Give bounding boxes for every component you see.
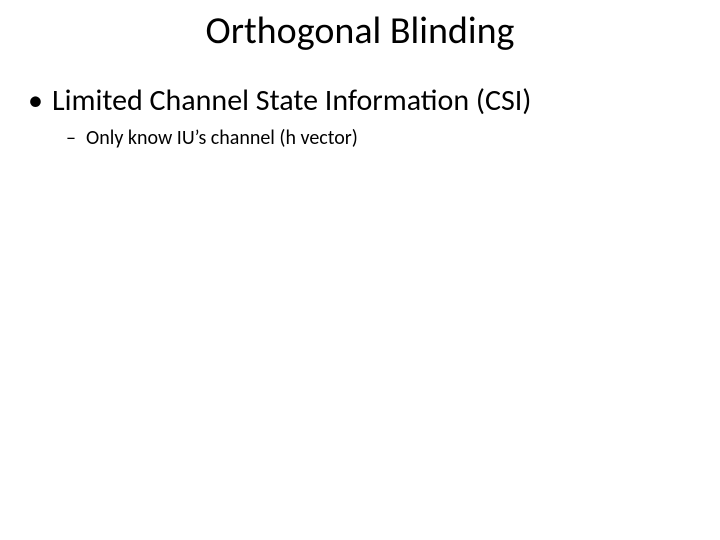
bullet-item-level1: Limited Channel State Information (CSI) … — [28, 82, 692, 151]
bullet-list-level2: Only know IU’s channel (h vector) — [52, 126, 692, 151]
slide-title: Orthogonal Blinding — [0, 8, 720, 54]
bullet-text-level1: Limited Channel State Information (CSI) — [52, 82, 531, 119]
slide-body: Limited Channel State Information (CSI) … — [28, 82, 692, 151]
bullet-text-level2: Only know IU’s channel (h vector) — [86, 126, 358, 150]
bullet-list-level1: Limited Channel State Information (CSI) … — [28, 82, 692, 151]
slide: Orthogonal Blinding Limited Channel Stat… — [0, 0, 720, 540]
bullet-item-level2: Only know IU’s channel (h vector) — [52, 126, 692, 151]
